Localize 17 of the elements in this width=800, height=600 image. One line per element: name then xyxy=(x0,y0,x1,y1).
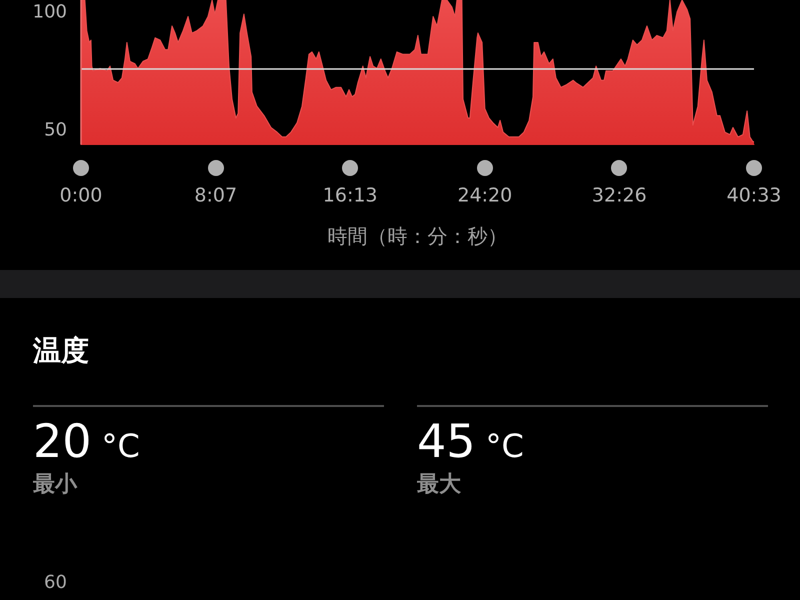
text: 最大 xyxy=(417,472,461,497)
text: 温度 xyxy=(33,334,89,367)
x-tick-label: 24:20 xyxy=(457,184,512,206)
x-tick-label: 40:33 xyxy=(726,184,782,206)
text: 60 xyxy=(44,572,67,593)
text: 20 xyxy=(33,414,92,468)
x-tick-label: 0:00 xyxy=(60,184,102,206)
x-tick-label: 16:13 xyxy=(322,184,378,206)
text: 45 xyxy=(417,414,476,468)
x-axis-title: 時間（時：分：秒） xyxy=(328,224,508,248)
y-tick-label: 100 xyxy=(32,1,67,22)
x-tick-label: 32:26 xyxy=(592,184,647,206)
y-tick-label: 50 xyxy=(44,119,67,140)
text: °C xyxy=(486,427,524,465)
x-tick-label: 8:07 xyxy=(194,184,238,206)
text: °C xyxy=(102,427,140,465)
text: 最小 xyxy=(33,472,77,497)
